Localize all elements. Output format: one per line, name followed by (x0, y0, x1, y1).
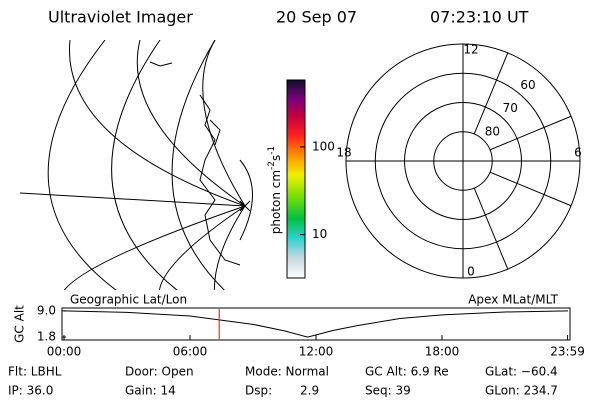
colorbar-tick-label: 100 (312, 139, 335, 153)
colorbar-label: photon cm-2s-1 (267, 146, 283, 235)
mlt-label: 0 (467, 265, 475, 279)
spoke (473, 52, 509, 135)
spoke (489, 171, 572, 207)
x-tick-label: 12:00 (299, 345, 334, 359)
info-field: 2.9 (300, 384, 319, 398)
info-field: Door: Open (125, 365, 194, 379)
spoke (489, 115, 572, 151)
lat-ring-label: 60 (520, 78, 535, 92)
geo-map (19, 40, 253, 290)
y-tick-label: 9.0 (37, 303, 56, 317)
info-field: Gain: 14 (125, 384, 176, 398)
x-tick-label: 00:00 (47, 345, 82, 359)
lat-ring-label: 70 (503, 101, 518, 115)
mlt-label: 6 (574, 146, 582, 160)
mlt-label: 12 (463, 43, 478, 57)
info-field: Dsp: (245, 384, 272, 398)
altitude-line (63, 310, 569, 338)
colorbar-tick-label: 10 (312, 227, 327, 241)
lat-ring-label: 80 (485, 124, 500, 138)
info-field: GLon: 234.7 (485, 384, 558, 398)
x-tick-label: 06:00 (173, 345, 208, 359)
y-tick-label: 1.8 (37, 330, 56, 344)
title: Ultraviolet Imager (48, 8, 193, 27)
info-field: Mode: Normal (245, 365, 329, 379)
info-field: GC Alt: 6.9 Re (365, 365, 449, 379)
info-field: Flt: LBHL (8, 365, 62, 379)
info-field: Seq: 39 (365, 384, 411, 398)
date: 20 Sep 07 (276, 8, 357, 27)
x-tick-label: 18:00 (425, 345, 460, 359)
x-tick-label: 23:59 (550, 345, 585, 359)
y-label: GC Alt (13, 305, 27, 343)
time: 07:23:10 UT (430, 8, 529, 27)
right-label: Apex MLat/MLT (468, 293, 558, 307)
info-field: GLat: −60.4 (485, 365, 558, 379)
info-field: IP: 36.0 (8, 384, 53, 398)
left-label: Geographic Lat/Lon (70, 293, 187, 307)
mlt-label: 18 (336, 146, 351, 160)
spoke (473, 187, 509, 270)
colorbar (286, 79, 306, 279)
